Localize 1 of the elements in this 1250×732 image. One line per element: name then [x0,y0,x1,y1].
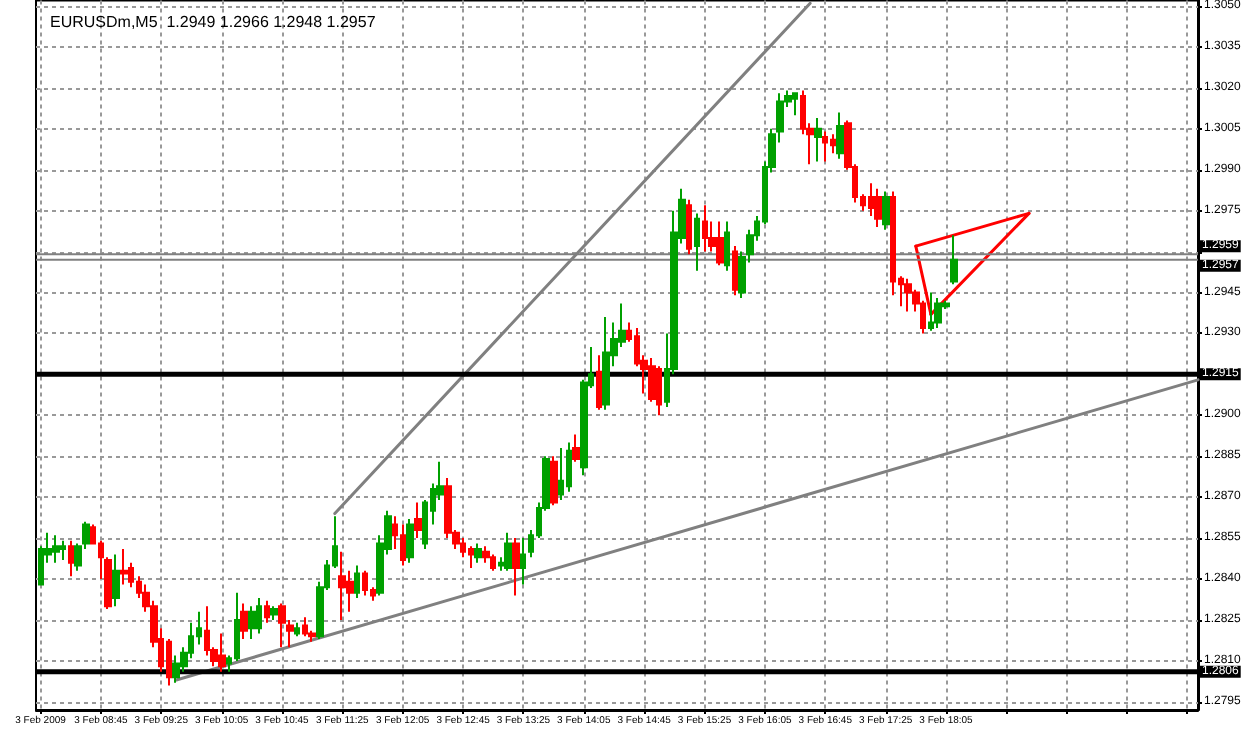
text: EURUSDm,M5 1.2949 1.2966 1.2948 1.2957 [50,13,377,31]
